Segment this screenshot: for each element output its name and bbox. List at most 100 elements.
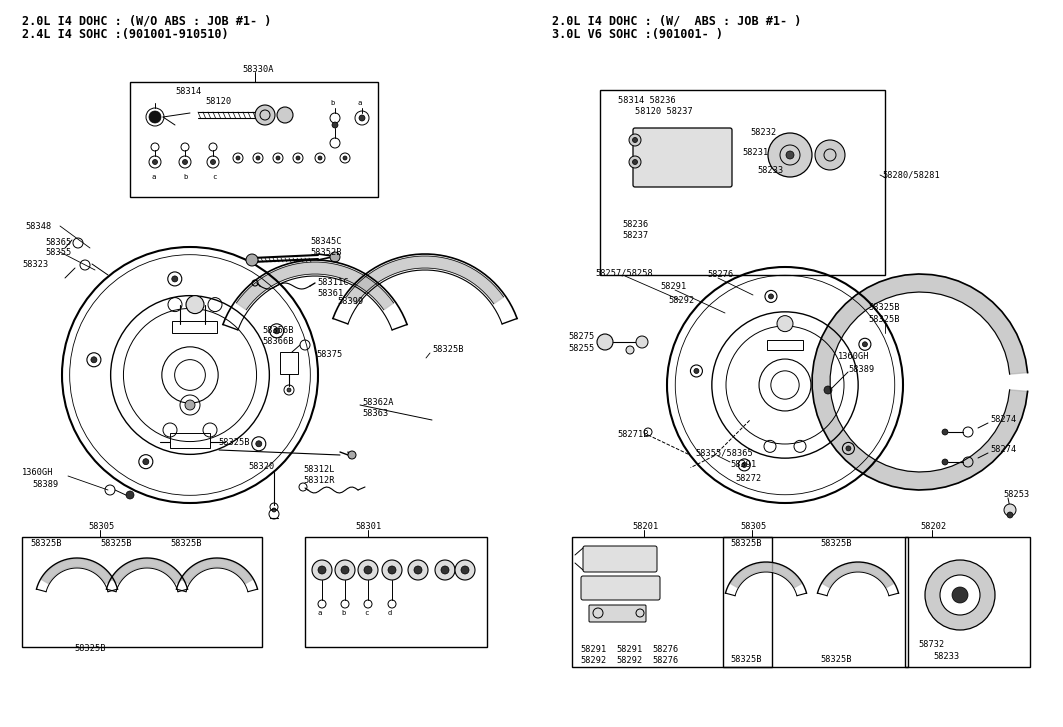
Text: 1360GH: 1360GH <box>22 468 53 477</box>
Text: 58325B: 58325B <box>170 539 202 548</box>
Circle shape <box>330 252 340 262</box>
Circle shape <box>786 151 794 159</box>
FancyBboxPatch shape <box>583 546 657 572</box>
Text: 58312L: 58312L <box>303 465 335 474</box>
Text: 58361: 58361 <box>317 289 343 298</box>
Circle shape <box>276 156 280 160</box>
Text: 58389: 58389 <box>32 480 58 489</box>
Text: 58391: 58391 <box>730 460 756 469</box>
Circle shape <box>142 459 149 465</box>
Text: 58276: 58276 <box>707 270 733 279</box>
Circle shape <box>815 140 845 170</box>
Text: 58255: 58255 <box>568 344 594 353</box>
Text: 58325B: 58325B <box>432 345 463 354</box>
Circle shape <box>246 254 258 266</box>
Circle shape <box>183 159 187 164</box>
Circle shape <box>236 156 240 160</box>
Circle shape <box>455 560 475 580</box>
Text: 58356B: 58356B <box>261 326 293 335</box>
Text: c: c <box>212 174 217 180</box>
Text: 58375: 58375 <box>316 350 342 359</box>
Text: 58272: 58272 <box>735 474 761 483</box>
Text: 58355/58365: 58355/58365 <box>695 448 753 457</box>
Bar <box>22 537 261 647</box>
Circle shape <box>626 346 634 354</box>
Bar <box>280 352 298 374</box>
Circle shape <box>942 429 948 435</box>
Circle shape <box>769 294 774 299</box>
Circle shape <box>287 388 291 392</box>
Text: 58325B: 58325B <box>74 644 105 653</box>
Circle shape <box>343 156 347 160</box>
Text: 58291: 58291 <box>580 645 606 654</box>
Text: 58275: 58275 <box>568 332 594 341</box>
Text: 58323: 58323 <box>22 260 48 269</box>
Circle shape <box>925 560 995 630</box>
Text: c: c <box>364 610 369 616</box>
Text: 58325B: 58325B <box>820 539 851 548</box>
Text: 58365: 58365 <box>45 238 71 247</box>
Circle shape <box>272 508 276 512</box>
Circle shape <box>636 336 648 348</box>
Circle shape <box>256 156 260 160</box>
Text: 58389: 58389 <box>848 365 874 374</box>
Text: 58292: 58292 <box>615 656 642 665</box>
Text: 58237: 58237 <box>622 231 648 240</box>
Text: 58233: 58233 <box>933 652 959 661</box>
Circle shape <box>172 276 178 282</box>
Text: 58355: 58355 <box>45 248 71 257</box>
Circle shape <box>318 566 326 574</box>
Circle shape <box>694 369 699 374</box>
Circle shape <box>846 446 850 451</box>
Circle shape <box>382 560 402 580</box>
Circle shape <box>952 587 968 603</box>
Text: 58232: 58232 <box>750 128 776 137</box>
Circle shape <box>942 459 948 465</box>
Circle shape <box>940 575 980 615</box>
Text: 58348: 58348 <box>26 222 51 231</box>
Text: 58352B: 58352B <box>310 248 341 257</box>
Bar <box>170 433 210 448</box>
Polygon shape <box>730 563 802 587</box>
Circle shape <box>364 566 372 574</box>
Polygon shape <box>41 559 113 584</box>
Text: b: b <box>341 610 345 616</box>
Circle shape <box>1007 512 1013 518</box>
Text: 58291: 58291 <box>660 282 687 291</box>
FancyBboxPatch shape <box>589 605 646 622</box>
Text: 58276: 58276 <box>652 645 678 654</box>
Circle shape <box>186 296 204 313</box>
Text: 2.0L I4 DOHC : (W/  ABS : JOB #1- ): 2.0L I4 DOHC : (W/ ABS : JOB #1- ) <box>552 14 802 27</box>
Circle shape <box>629 134 641 146</box>
Circle shape <box>767 133 812 177</box>
Circle shape <box>777 316 793 332</box>
Circle shape <box>359 115 365 121</box>
Text: b: b <box>330 100 335 106</box>
Text: 58325B: 58325B <box>730 655 761 664</box>
Text: 58325B: 58325B <box>30 539 62 548</box>
Polygon shape <box>182 559 253 584</box>
Circle shape <box>632 137 638 142</box>
Circle shape <box>332 122 338 128</box>
Text: a: a <box>358 100 362 106</box>
Text: 58292: 58292 <box>580 656 606 665</box>
Circle shape <box>210 159 216 164</box>
Circle shape <box>335 560 355 580</box>
Bar <box>723 537 908 667</box>
Bar <box>172 321 217 333</box>
Text: 58345C: 58345C <box>310 237 341 246</box>
Text: 58253: 58253 <box>1003 490 1029 499</box>
Circle shape <box>255 105 275 125</box>
Text: 58325B: 58325B <box>868 315 899 324</box>
Polygon shape <box>347 256 504 304</box>
Circle shape <box>277 107 293 123</box>
Text: 1360GH: 1360GH <box>838 352 870 361</box>
Text: 58231: 58231 <box>742 148 769 157</box>
Circle shape <box>358 560 378 580</box>
Circle shape <box>632 159 638 164</box>
Text: 58120: 58120 <box>205 97 232 106</box>
Circle shape <box>388 566 396 574</box>
Text: 58399: 58399 <box>337 297 364 306</box>
Text: 58271B: 58271B <box>617 430 648 439</box>
Bar <box>600 90 885 275</box>
